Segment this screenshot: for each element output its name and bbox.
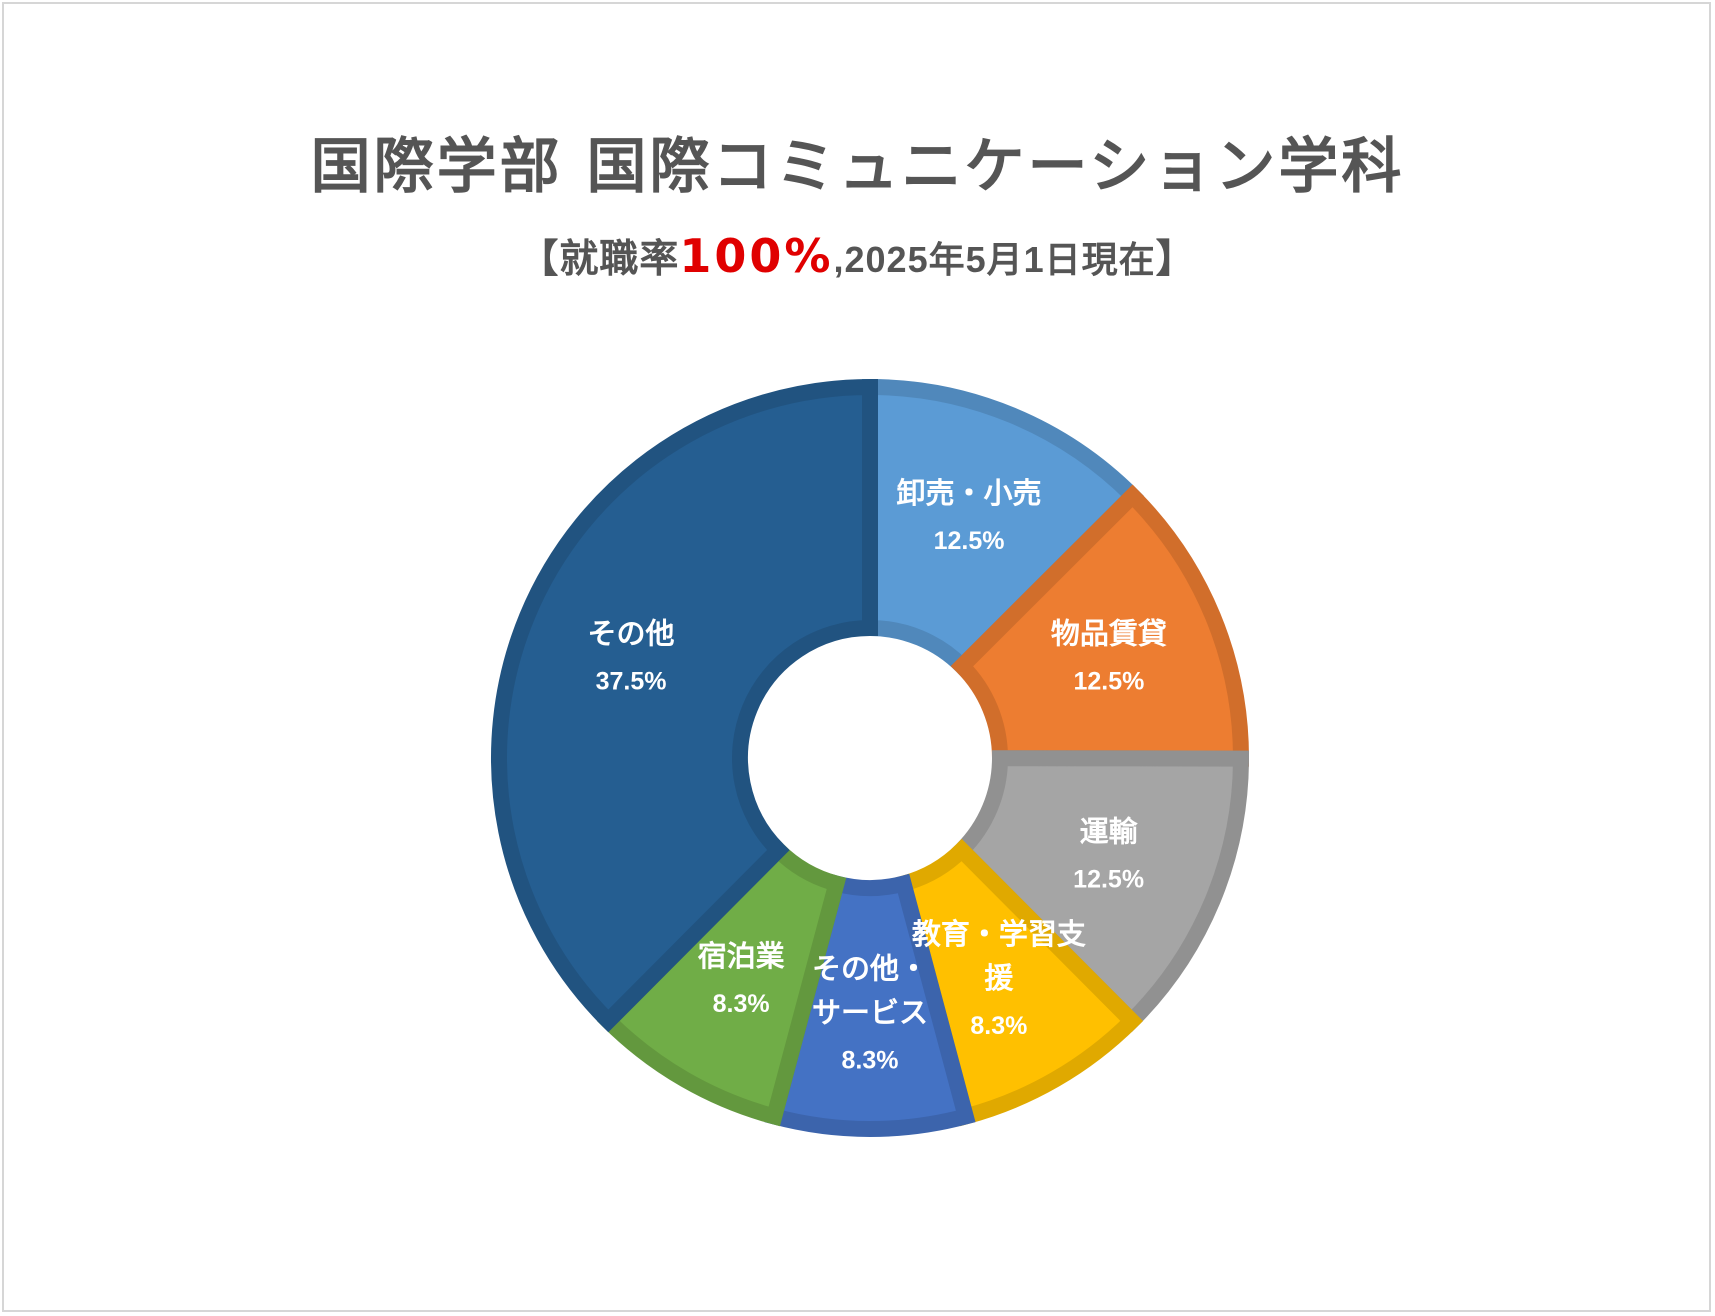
slice-label-1: 卸売・小売: [897, 476, 1042, 510]
slice-label-5-line-2: サービス: [812, 996, 928, 1030]
chart-subtitle: 【就職率100%,2025年5月1日現在】: [0, 228, 1715, 284]
donut-slices: [491, 378, 1250, 1137]
subtitle-close-bracket: 】: [1155, 237, 1196, 282]
slice-label-4-line-2: 援: [984, 961, 1014, 995]
donut-slice-3: [950, 750, 1250, 1033]
slice-label-4-line-1: 教育・学習支: [912, 917, 1086, 951]
slice-value-4: 8.3%: [970, 1012, 1027, 1040]
donut-slice-7: [491, 378, 878, 1033]
slice-value-7: 37.5%: [596, 667, 667, 695]
slice-value-6: 8.3%: [713, 990, 770, 1018]
chart-title: 国際学部 国際コミュニケーション学科: [310, 132, 1405, 202]
slice-value-1: 12.5%: [934, 527, 1005, 555]
subtitle-prefix: 就職率: [559, 237, 680, 282]
slice-label-7: その他: [588, 616, 675, 650]
slice-label-2: 物品賃貸: [1051, 616, 1167, 650]
slice-label-5-line-1: その他・: [812, 952, 928, 986]
employment-rate-highlight: 100%: [679, 229, 834, 283]
subtitle-date: ,2025年5月1日現在: [833, 239, 1156, 280]
slice-value-2: 12.5%: [1073, 667, 1144, 695]
donut-slice-2: [950, 484, 1250, 767]
donut-slice-1: [862, 378, 1144, 678]
slice-value-3: 12.5%: [1073, 865, 1144, 893]
slice-label-6: 宿泊業: [698, 939, 785, 973]
subtitle-open-bracket: 【: [519, 237, 560, 282]
slice-label-3: 運輸: [1080, 814, 1139, 848]
slice-value-5: 8.3%: [842, 1047, 899, 1075]
